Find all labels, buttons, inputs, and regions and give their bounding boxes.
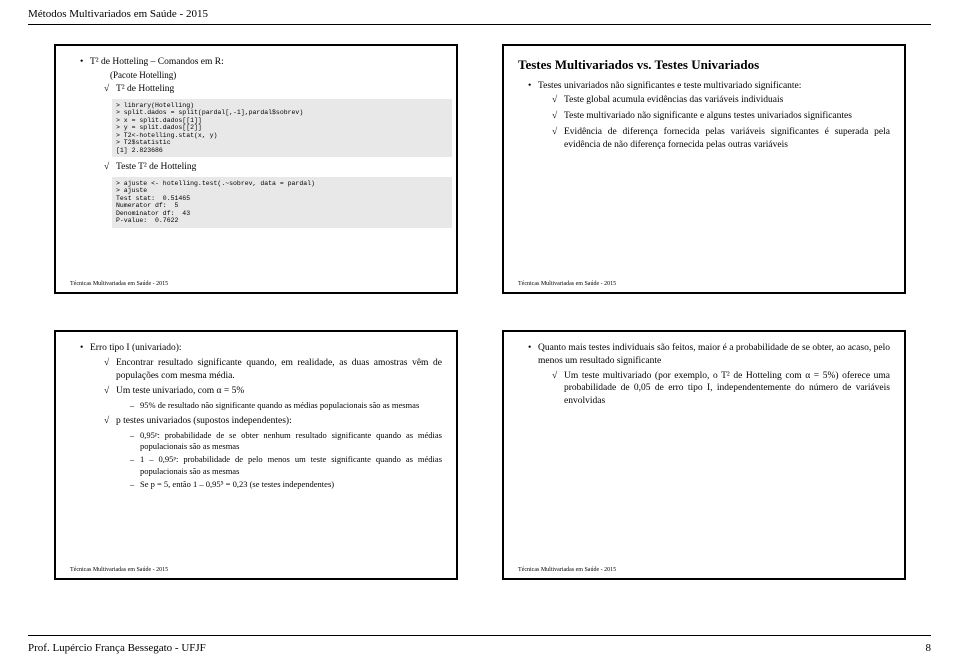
s4-item: Quanto mais testes individuais são feito… bbox=[528, 342, 890, 408]
slide-4: Quanto mais testes individuais são feito… bbox=[502, 330, 906, 580]
s2-item: Testes univariados não significantes e t… bbox=[528, 80, 890, 152]
s3-c-text: p testes univariados (supostos independe… bbox=[116, 416, 292, 426]
s3-l1: Erro tipo I (univariado): bbox=[90, 343, 182, 353]
page-header: Métodos Multivariados em Saúde - 2015 bbox=[28, 8, 208, 20]
page-footer-right: 8 bbox=[926, 642, 932, 654]
s2-l1: Testes univariados não significantes e t… bbox=[538, 81, 801, 91]
slide-1: T² de Hotteling – Comandos em R: (Pacote… bbox=[54, 44, 458, 294]
s1-pack: (Pacote Hotelling) bbox=[110, 69, 442, 81]
s3-c2: 1 – 0,95ᵖ: probabilidade de pelo menos u… bbox=[130, 454, 442, 477]
s1-test: Teste T² de Hotteling bbox=[104, 161, 442, 174]
s3-b: Um teste univariado, com α = 5% 95% de r… bbox=[104, 385, 442, 411]
slide-3: Erro tipo I (univariado): Encontrar resu… bbox=[54, 330, 458, 580]
page-footer-left: Prof. Lupércio França Bessegato - UFJF bbox=[28, 642, 206, 654]
s2-c: Evidência de diferença fornecida pelas v… bbox=[552, 126, 890, 152]
s1-item: T² de Hotteling – Comandos em R: (Pacote… bbox=[80, 56, 442, 228]
slide-footer: Técnicas Multivariadas em Saúde - 2015 bbox=[70, 280, 168, 288]
footer-rule bbox=[28, 635, 931, 636]
s1-l1: T² de Hotteling – Comandos em R: bbox=[90, 57, 224, 67]
s3-b1: 95% de resultado não significante quando… bbox=[130, 400, 442, 411]
header-rule bbox=[28, 24, 931, 25]
s3-c: p testes univariados (supostos independe… bbox=[104, 415, 442, 491]
slide-2: Testes Multivariados vs. Testes Univaria… bbox=[502, 44, 906, 294]
s2-b: Teste multivariado não significante e al… bbox=[552, 110, 890, 123]
s3-item: Erro tipo I (univariado): Encontrar resu… bbox=[80, 342, 442, 491]
slide-footer: Técnicas Multivariadas em Saúde - 2015 bbox=[518, 566, 616, 574]
code-block-2: > ajuste <- hotelling.test(.~sobrev, dat… bbox=[112, 177, 452, 228]
s4-l1: Quanto mais testes individuais são feito… bbox=[538, 343, 890, 366]
slide-footer: Técnicas Multivariadas em Saúde - 2015 bbox=[518, 280, 616, 288]
s1-t2: T² de Hotteling bbox=[104, 83, 442, 96]
s3-c3: Se p = 5, então 1 – 0,95⁵ = 0,23 (se tes… bbox=[130, 479, 442, 490]
s3-b-text: Um teste univariado, com α = 5% bbox=[116, 386, 244, 396]
slide-footer: Técnicas Multivariadas em Saúde - 2015 bbox=[70, 566, 168, 574]
s3-c1: 0,95ᵖ: probabilidade de se obter nenhum … bbox=[130, 430, 442, 453]
s2-title: Testes Multivariados vs. Testes Univaria… bbox=[518, 56, 890, 74]
s4-a: Um teste multivariado (por exemplo, o T²… bbox=[552, 370, 890, 408]
slide-grid: T² de Hotteling – Comandos em R: (Pacote… bbox=[54, 44, 906, 580]
s3-a: Encontrar resultado significante quando,… bbox=[104, 357, 442, 383]
code-block-1: > library(Hotelling) > split.dados = spl… bbox=[112, 99, 452, 157]
s2-a: Teste global acumula evidências das vari… bbox=[552, 94, 890, 107]
